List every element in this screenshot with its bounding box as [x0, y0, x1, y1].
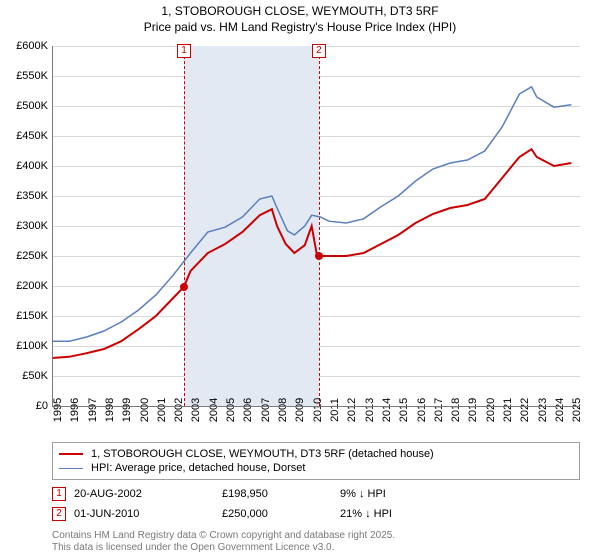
legend-item: 1, STOBOROUGH CLOSE, WEYMOUTH, DT3 5RF (…	[59, 447, 573, 461]
footer-line1: Contains HM Land Registry data © Crown c…	[52, 530, 580, 542]
sale-number-box: 2	[52, 507, 66, 521]
y-tick-label: £250K	[4, 250, 48, 262]
sale-number-box: 1	[52, 487, 66, 501]
x-tick-label: 2023	[537, 398, 549, 422]
sale-marker: 2	[312, 44, 326, 58]
x-tick-label: 2007	[260, 398, 272, 422]
legend-label: HPI: Average price, detached house, Dors…	[91, 462, 305, 474]
x-tick-label: 2005	[225, 398, 237, 422]
x-tick-label: 2009	[294, 398, 306, 422]
y-tick-label: £100K	[4, 340, 48, 352]
x-tick-label: 1995	[52, 398, 64, 422]
y-tick-label: £350K	[4, 190, 48, 202]
x-tick-label: 2000	[139, 398, 151, 422]
x-tick-label: 2018	[450, 398, 462, 422]
chart-title-line2: Price paid vs. HM Land Registry's House …	[0, 20, 600, 40]
sale-marker: 1	[177, 44, 191, 58]
y-tick-label: £550K	[4, 70, 48, 82]
sale-dot	[180, 283, 188, 291]
x-tick-label: 2015	[398, 398, 410, 422]
x-tick-label: 2021	[502, 398, 514, 422]
series-hpi	[52, 87, 571, 341]
x-tick-label: 2020	[485, 398, 497, 422]
x-tick-label: 2019	[467, 398, 479, 422]
y-tick-label: £200K	[4, 280, 48, 292]
legend-swatch	[59, 468, 83, 469]
y-tick-label: £600K	[4, 40, 48, 52]
x-tick-label: 2022	[519, 398, 531, 422]
y-tick-label: £400K	[4, 160, 48, 172]
y-tick-label: £0	[4, 400, 48, 412]
x-tick-label: 2011	[329, 398, 341, 422]
sale-dot	[315, 252, 323, 260]
y-tick-label: £500K	[4, 100, 48, 112]
x-tick-label: 1998	[104, 398, 116, 422]
series-property	[52, 149, 571, 358]
attribution: Contains HM Land Registry data © Crown c…	[52, 530, 580, 554]
x-tick-label: 2001	[156, 398, 168, 422]
y-tick-label: £450K	[4, 130, 48, 142]
legend-label: 1, STOBOROUGH CLOSE, WEYMOUTH, DT3 5RF (…	[91, 448, 434, 460]
sale-date: 01-JUN-2010	[74, 508, 214, 520]
x-tick-label: 2017	[433, 398, 445, 422]
chart: 12 £0£50K£100K£150K£200K£250K£300K£350K£…	[52, 46, 580, 406]
legend-item: HPI: Average price, detached house, Dors…	[59, 461, 573, 475]
x-tick-label: 2012	[346, 398, 358, 422]
x-tick-label: 2003	[190, 398, 202, 422]
sale-price: £198,950	[222, 488, 332, 500]
x-tick-label: 2004	[208, 398, 220, 422]
x-tick-label: 2002	[173, 398, 185, 422]
line-plot	[52, 46, 580, 406]
sale-pct: 21% ↓ HPI	[340, 508, 460, 520]
y-axis	[52, 46, 53, 406]
sale-date: 20-AUG-2002	[74, 488, 214, 500]
x-tick-label: 1996	[69, 398, 81, 422]
x-tick-label: 1997	[87, 398, 99, 422]
x-tick-label: 2008	[277, 398, 289, 422]
x-tick-label: 2013	[364, 398, 376, 422]
sale-row: 2 01-JUN-2010 £250,000 21% ↓ HPI	[52, 504, 580, 524]
sales-table: 1 20-AUG-2002 £198,950 9% ↓ HPI 2 01-JUN-2010…	[52, 484, 580, 524]
y-tick-label: £300K	[4, 220, 48, 232]
y-tick-label: £150K	[4, 310, 48, 322]
x-tick-label: 2024	[554, 398, 566, 422]
sale-price: £250,000	[222, 508, 332, 520]
x-tick-label: 2025	[571, 398, 583, 422]
legend: 1, STOBOROUGH CLOSE, WEYMOUTH, DT3 5RF (…	[52, 442, 580, 480]
x-tick-label: 2010	[312, 398, 324, 422]
x-tick-label: 2014	[381, 398, 393, 422]
y-tick-label: £50K	[4, 370, 48, 382]
x-tick-label: 2016	[416, 398, 428, 422]
x-tick-label: 2006	[242, 398, 254, 422]
chart-title-line1: 1, STOBOROUGH CLOSE, WEYMOUTH, DT3 5RF	[0, 0, 600, 20]
x-axis	[52, 406, 580, 407]
sale-row: 1 20-AUG-2002 £198,950 9% ↓ HPI	[52, 484, 580, 504]
footer-line2: This data is licensed under the Open Gov…	[52, 542, 580, 554]
legend-swatch	[59, 453, 83, 455]
sale-pct: 9% ↓ HPI	[340, 488, 460, 500]
x-tick-label: 1999	[121, 398, 133, 422]
